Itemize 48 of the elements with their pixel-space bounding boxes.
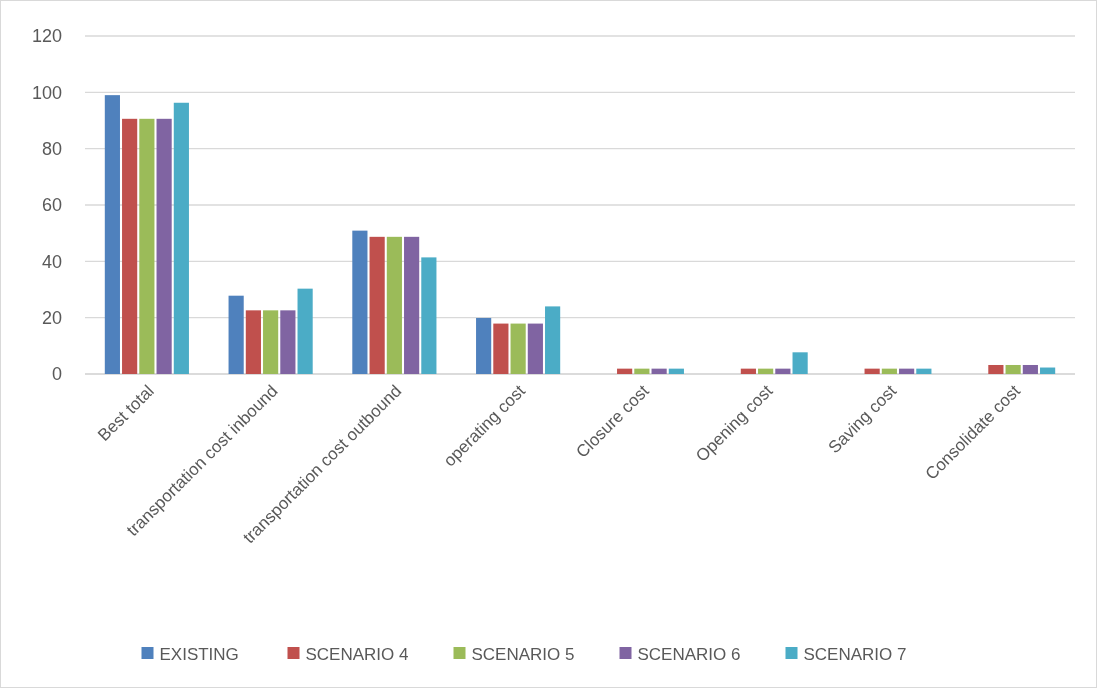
- bar: [173, 102, 189, 374]
- bar: [617, 368, 633, 374]
- bar: [369, 236, 385, 374]
- bar: [758, 368, 774, 374]
- bar: [280, 310, 296, 374]
- legend-label: SCENARIO 7: [803, 644, 907, 664]
- bar: [104, 95, 120, 374]
- bar: [421, 257, 437, 374]
- y-tick-label: 60: [41, 195, 62, 216]
- y-tick-label: 20: [41, 307, 62, 328]
- bar: [1022, 364, 1038, 374]
- bar: [245, 310, 261, 374]
- bar: [297, 288, 313, 374]
- bar: [916, 368, 932, 374]
- y-tick-label: 0: [51, 364, 62, 385]
- bar: [510, 323, 526, 374]
- bar: [228, 295, 244, 374]
- bar: [139, 118, 155, 374]
- y-tick-label: 100: [31, 82, 62, 103]
- bar: [476, 317, 492, 374]
- bar: [1040, 367, 1056, 374]
- bar: [740, 368, 756, 374]
- bar: [988, 364, 1004, 374]
- bar: [493, 323, 509, 374]
- legend-label: SCENARIO 6: [637, 644, 741, 664]
- bar: [881, 368, 897, 374]
- bar: [404, 236, 420, 374]
- bar: [386, 236, 402, 374]
- bar: [668, 368, 684, 374]
- bar: [545, 306, 561, 374]
- legend-label: SCENARIO 5: [471, 644, 575, 664]
- bar: [1005, 364, 1021, 374]
- y-tick-label: 120: [31, 26, 62, 47]
- bar: [156, 118, 172, 374]
- bar: [864, 368, 880, 374]
- bar: [122, 118, 138, 374]
- y-tick-label: 40: [41, 251, 62, 272]
- legend-label: SCENARIO 4: [305, 644, 409, 664]
- bar: [651, 368, 667, 374]
- bar: [899, 368, 915, 374]
- y-tick-label: 80: [41, 138, 62, 159]
- bar: [527, 323, 543, 374]
- bar: [352, 230, 368, 374]
- bar: [775, 368, 791, 374]
- bar: [792, 352, 808, 374]
- bar: [634, 368, 650, 374]
- legend-label: EXISTING: [159, 644, 239, 664]
- bar: [263, 310, 279, 374]
